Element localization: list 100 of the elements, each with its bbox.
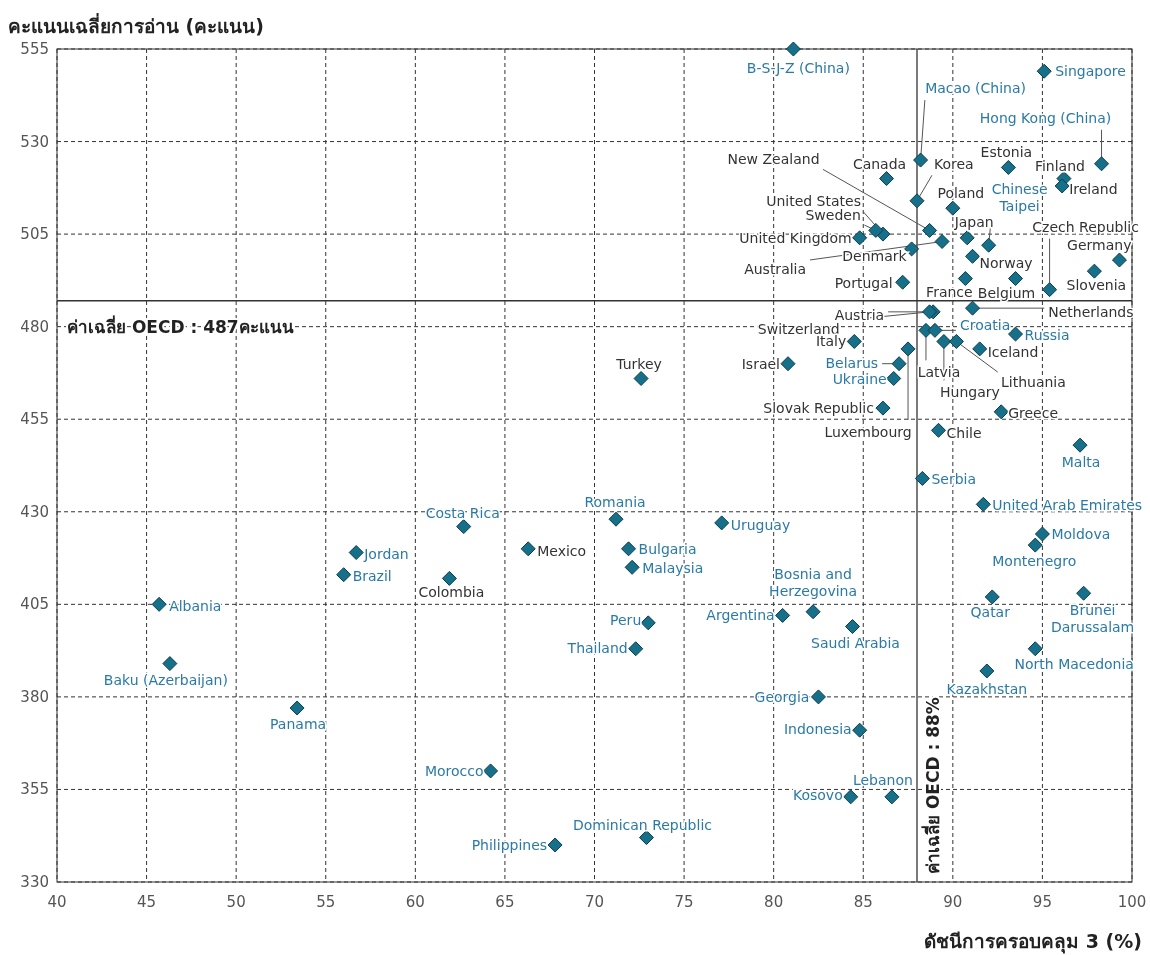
point — [547, 837, 563, 853]
point — [714, 515, 730, 531]
data-label: Canada — [852, 155, 907, 172]
data-label: Brunei Darussalam — [1050, 602, 1135, 636]
data-label: Ireland — [1069, 180, 1118, 197]
data-label: Austria — [834, 306, 885, 323]
x-tick-label: 65 — [495, 893, 515, 911]
point — [965, 248, 981, 264]
data-label: Czech Republic — [1032, 218, 1139, 235]
y-tick-label: 330 — [20, 873, 49, 891]
x-tick-label: 100 — [1117, 893, 1147, 911]
data-label: Philippines — [471, 836, 548, 853]
data-label: Slovak Republic — [763, 400, 874, 417]
point — [1042, 282, 1058, 298]
data-label: Costa Rica — [425, 504, 500, 521]
point — [852, 230, 868, 246]
data-label: Kazakhstan — [946, 680, 1028, 697]
point — [879, 171, 895, 187]
data-label: Hong Kong (China) — [979, 109, 1112, 126]
x-tick-label: 45 — [137, 893, 157, 911]
point — [775, 607, 791, 623]
data-label: Chile — [946, 425, 982, 442]
data-label: Belgium — [977, 284, 1036, 301]
data-label: Australia — [744, 260, 807, 277]
point — [1036, 63, 1052, 79]
x-tick-label: 95 — [1032, 893, 1052, 911]
point — [948, 333, 964, 349]
point — [1072, 437, 1088, 453]
data-label: Thailand — [566, 639, 628, 656]
point — [843, 789, 859, 805]
point — [886, 371, 902, 386]
y-tick-label: 355 — [20, 780, 49, 799]
point — [810, 689, 826, 705]
data-label: Germany — [1067, 237, 1132, 254]
data-label: Hungary — [939, 384, 1000, 401]
data-label: Mexico — [537, 542, 587, 559]
data-label: Netherlands — [1048, 304, 1134, 321]
data-label: Russia — [1024, 327, 1070, 344]
data-label: Colombia — [418, 584, 485, 601]
point — [1094, 156, 1110, 172]
point — [957, 271, 973, 287]
y-tick-label: 505 — [20, 225, 49, 244]
data-label: Ukraine — [832, 371, 887, 388]
x-tick-label: 80 — [764, 893, 784, 911]
data-label: Lebanon — [852, 771, 913, 788]
point — [1034, 526, 1050, 542]
data-label: Poland — [937, 185, 985, 202]
data-label: Georgia — [754, 688, 810, 705]
data-label: Romania — [584, 494, 646, 511]
data-label: Montenegro — [992, 553, 1077, 570]
data-label: Estonia — [980, 144, 1033, 161]
data-label: North Macedonia — [1014, 655, 1134, 672]
point — [936, 333, 952, 349]
point — [1027, 537, 1043, 553]
data-label: Singapore — [1055, 63, 1126, 80]
data-label: B-S-J-Z (China) — [746, 60, 850, 76]
data-label: Kosovo — [792, 786, 843, 803]
point — [981, 237, 997, 253]
point — [805, 604, 821, 620]
x-tick-label: 60 — [405, 893, 425, 911]
point — [640, 615, 656, 631]
point — [608, 511, 624, 527]
y-axis-title: คะแนนเฉลี่ยการอ่าน (คะแนน) — [8, 13, 264, 37]
data-label: Albania — [169, 598, 222, 615]
point — [900, 341, 916, 357]
data-label: Norway — [979, 255, 1033, 272]
point — [638, 830, 654, 846]
data-label: Argentina — [706, 607, 775, 624]
data-label: Indonesia — [783, 721, 852, 738]
data-label: Belarus — [825, 354, 879, 371]
point — [884, 789, 900, 805]
data-label: Slovenia — [1066, 277, 1127, 294]
y-tick-label: 555 — [20, 40, 49, 58]
point — [975, 496, 991, 512]
point — [780, 356, 796, 372]
point — [1111, 252, 1127, 268]
data-label: Moldova — [1051, 525, 1111, 542]
data-label: Denmark — [842, 247, 908, 264]
point — [1008, 326, 1024, 342]
x-tick-label: 75 — [674, 893, 694, 911]
data-label: Dominican Republic — [572, 816, 712, 833]
point — [621, 541, 637, 557]
point — [979, 663, 995, 679]
point — [922, 222, 938, 238]
data-label: Luxembourg — [824, 423, 912, 440]
point — [456, 519, 472, 535]
data-label: Sweden — [805, 207, 861, 224]
y-tick-label: 530 — [20, 132, 49, 151]
point — [875, 400, 891, 416]
x-tick-label: 85 — [853, 893, 873, 911]
data-label: Panama — [270, 716, 327, 732]
point — [914, 470, 930, 486]
point — [846, 333, 862, 349]
data-label: Serbia — [931, 471, 976, 488]
data-label: Bulgaria — [638, 540, 697, 557]
data-label: Greece — [1008, 404, 1059, 421]
data-label: Saudi Arabia — [811, 634, 900, 651]
x-tick-label: 70 — [584, 893, 605, 911]
point — [1027, 641, 1043, 657]
data-label: Israel — [741, 355, 780, 372]
